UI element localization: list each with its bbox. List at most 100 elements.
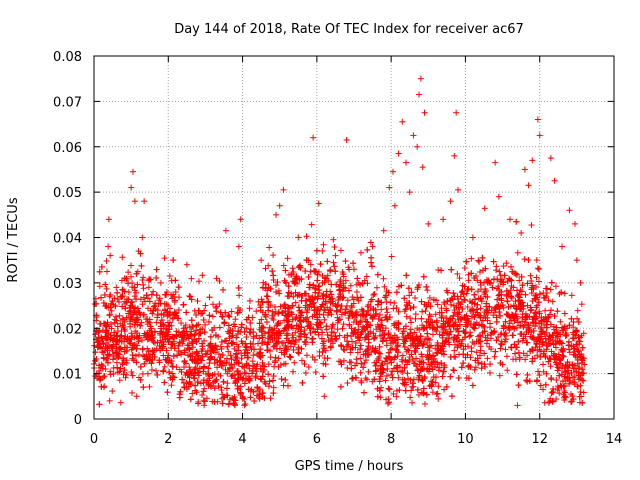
data-point [399,352,406,359]
data-point [408,387,415,394]
data-point [181,364,188,371]
data-point [425,299,432,306]
data-point [123,314,130,321]
data-point [122,359,129,366]
data-point [557,318,564,325]
data-point [453,109,460,116]
data-point [256,320,263,327]
data-point [380,275,387,282]
grid-layer [94,56,614,419]
data-point [231,345,238,352]
data-point [273,211,279,218]
data-point [391,202,398,209]
data-point [290,347,297,354]
data-point [135,309,142,316]
data-point [355,297,362,304]
data-point [423,283,430,290]
data-point [487,335,494,342]
data-point [327,288,334,295]
data-point [266,244,273,251]
data-point [218,387,225,394]
data-point [515,319,522,326]
data-point [406,189,413,196]
data-point [338,311,345,318]
data-point [251,398,258,405]
data-point [347,282,354,289]
data-point [259,298,266,305]
data-point [471,366,478,373]
data-point [218,345,225,352]
data-point [246,377,253,384]
data-point [129,389,136,396]
data-point [347,346,354,353]
data-point [170,373,177,380]
data-point [425,335,432,342]
data-point [213,303,220,310]
data-point [282,376,289,383]
data-point [424,287,431,294]
data-point [441,301,448,308]
data-point [215,371,222,378]
data-point [432,311,439,318]
data-point [160,367,167,374]
data-point [201,398,208,405]
data-point [154,311,161,318]
data-point [373,367,380,374]
data-point [401,343,408,350]
data-point [127,307,134,314]
data-point [187,396,194,403]
data-point [532,309,539,316]
data-point [536,132,543,139]
data-point [129,372,136,379]
data-point [482,293,489,300]
data-point [131,284,138,291]
data-point [492,159,499,166]
data-point [524,371,531,378]
data-point [298,317,305,324]
data-point [151,302,158,309]
data-point [399,118,406,125]
data-point [378,306,385,313]
data-point [403,313,410,320]
data-point [321,393,328,400]
data-point [291,341,298,348]
data-point [168,322,175,329]
data-point [341,347,348,354]
data-point [517,322,524,329]
data-point [114,333,121,340]
data-point [512,350,519,357]
data-point [399,380,406,387]
data-point [119,360,126,367]
data-point [502,330,509,337]
data-point [513,371,520,378]
data-point [116,298,123,305]
data-point [505,303,512,310]
data-point [145,277,152,284]
data-point [415,376,422,383]
data-point [140,274,147,281]
data-point [235,243,242,250]
data-point [295,349,302,356]
data-point [222,227,229,234]
data-point [315,331,322,338]
data-point [407,376,414,383]
data-point [503,260,510,267]
data-point [464,303,471,310]
data-point [166,273,173,280]
data-point [395,374,402,381]
data-point [289,316,296,323]
data-point [476,332,483,339]
data-point [561,310,568,317]
data-point [513,271,520,278]
data-point [350,260,357,267]
data-point [383,355,390,362]
data-point [373,310,380,317]
data-point [202,302,209,309]
data-point [295,234,302,241]
data-point [258,316,265,323]
data-point [169,363,176,370]
data-point [224,355,231,362]
x-tick-label: 2 [164,432,172,447]
data-point [463,258,470,265]
data-point [137,363,144,370]
